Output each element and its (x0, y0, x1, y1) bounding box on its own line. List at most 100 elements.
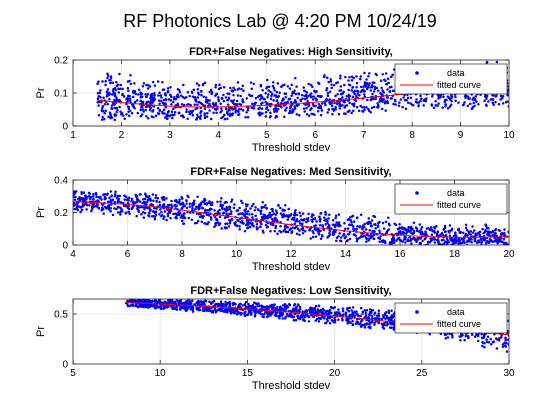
data-point (268, 211, 272, 215)
data-point (350, 111, 353, 115)
data-point (375, 314, 379, 317)
data-point (472, 101, 475, 105)
data-point (389, 321, 392, 325)
data-point (329, 80, 333, 83)
data-point (219, 111, 222, 114)
data-point (314, 97, 317, 100)
data-point (407, 230, 411, 233)
data-point (415, 240, 418, 244)
data-point (211, 201, 214, 204)
data-point (174, 215, 178, 219)
data-point (170, 103, 173, 106)
data-point (421, 239, 424, 243)
data-point (157, 112, 161, 116)
data-point (317, 233, 321, 236)
data-point (130, 207, 134, 211)
data-point (157, 94, 160, 97)
data-point (487, 227, 490, 230)
data-point (126, 197, 130, 201)
data-point (166, 89, 170, 93)
data-point (319, 212, 322, 215)
data-point (278, 229, 281, 233)
data-point (273, 217, 276, 220)
data-point (212, 299, 216, 303)
data-point (339, 85, 343, 88)
data-point (324, 210, 327, 214)
data-point (348, 84, 352, 87)
data-point (439, 243, 443, 245)
data-point (484, 229, 487, 233)
data-point (246, 203, 249, 206)
y-tick-label: 0.5 (54, 310, 68, 321)
data-point (326, 221, 329, 225)
data-point (107, 115, 110, 118)
data-point (223, 207, 227, 211)
data-point (368, 237, 371, 240)
data-point (203, 81, 207, 85)
data-point (452, 242, 455, 245)
data-point (483, 239, 486, 242)
data-point (264, 223, 268, 227)
data-point (255, 223, 259, 226)
data-point (443, 226, 447, 230)
data-point (290, 94, 293, 97)
data-point (169, 301, 172, 305)
data-point (367, 316, 370, 319)
data-point (118, 72, 121, 76)
data-point (253, 310, 256, 314)
data-point (163, 112, 166, 115)
data-point (436, 230, 440, 233)
data-point (360, 105, 364, 109)
data-point (377, 236, 380, 240)
data-point (261, 89, 264, 92)
data-point (325, 76, 329, 80)
data-point (498, 229, 502, 232)
data-point (251, 102, 254, 106)
data-point (374, 72, 378, 76)
data-point (249, 207, 252, 210)
data-point (237, 108, 241, 111)
data-point (105, 95, 109, 98)
data-point (243, 302, 247, 306)
data-point (324, 321, 328, 325)
data-point (325, 97, 328, 101)
data-point (191, 306, 195, 310)
data-point (485, 338, 488, 341)
data-point (355, 94, 358, 97)
data-point (148, 108, 152, 112)
data-point (161, 101, 165, 105)
data-point (228, 205, 232, 209)
data-point (158, 203, 162, 207)
data-point (370, 106, 374, 110)
data-point (183, 305, 186, 308)
data-point (186, 211, 189, 214)
data-point (343, 221, 346, 225)
data-point (185, 96, 188, 99)
data-point (285, 106, 288, 109)
data-point (183, 103, 186, 107)
data-point (335, 102, 339, 105)
data-point (84, 194, 87, 197)
data-point (211, 301, 214, 304)
data-point (359, 85, 363, 89)
data-point (284, 315, 288, 318)
data-point (353, 310, 356, 314)
data-point (97, 113, 101, 117)
data-point (346, 322, 349, 325)
data-point (444, 103, 447, 106)
data-point (420, 97, 423, 100)
data-point (196, 301, 199, 304)
data-point (173, 204, 176, 207)
data-point (313, 217, 317, 220)
data-point (346, 306, 349, 310)
data-point (152, 199, 155, 202)
data-point (143, 192, 147, 196)
data-point (309, 306, 313, 310)
data-point (209, 203, 213, 207)
data-point (341, 96, 344, 99)
data-point (215, 111, 218, 115)
data-point (79, 210, 82, 214)
data-point (144, 108, 147, 112)
data-point (465, 228, 469, 232)
data-point (77, 197, 80, 201)
